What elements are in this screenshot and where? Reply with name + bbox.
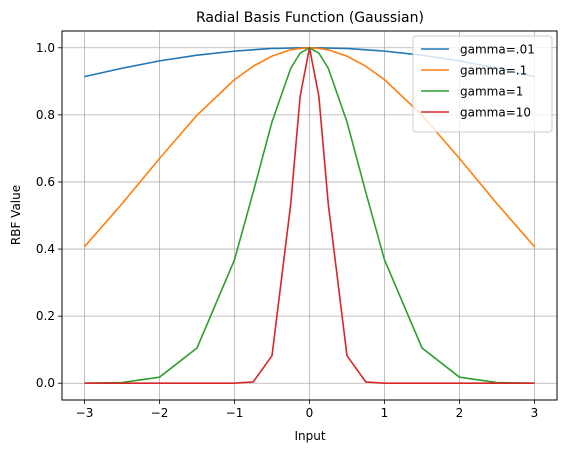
legend-entry: gamma=10 [460, 106, 531, 120]
series-line [84, 46, 535, 385]
y-tick-label: 0.8 [36, 108, 55, 122]
x-tick-label: −3 [76, 406, 94, 420]
x-tick-label: −2 [151, 406, 169, 420]
y-ticks: 0.0 0.2 0.4 0.6 0.8 1.0 [36, 41, 62, 390]
y-tick-label: 0.4 [36, 242, 55, 256]
legend-entry: gamma=1 [460, 85, 523, 99]
x-tick-label: 0 [306, 406, 314, 420]
y-axis-label: RBF Value [9, 185, 23, 245]
x-ticks: −3 −2 −1 0 1 2 3 [76, 400, 539, 420]
legend-box [412, 35, 553, 133]
y-tick-label: 0.0 [36, 376, 55, 390]
x-axis-label: Input [294, 429, 325, 443]
x-tick-label: 3 [531, 406, 539, 420]
chart-title: Radial Basis Function (Gaussian) [196, 10, 424, 26]
legend-entry: gamma=.1 [460, 64, 527, 78]
legend-entry: gamma=.01 [460, 43, 535, 57]
y-tick-label: 0.6 [36, 175, 55, 189]
y-tick-label: 1.0 [36, 41, 55, 55]
legend: gamma=.01 gamma=.1 gamma=1 gamma=10 [412, 35, 553, 133]
y-tick-label: 0.2 [36, 309, 55, 323]
x-tick-label: 2 [456, 406, 464, 420]
x-tick-label: −1 [226, 406, 244, 420]
x-tick-label: 1 [381, 406, 389, 420]
